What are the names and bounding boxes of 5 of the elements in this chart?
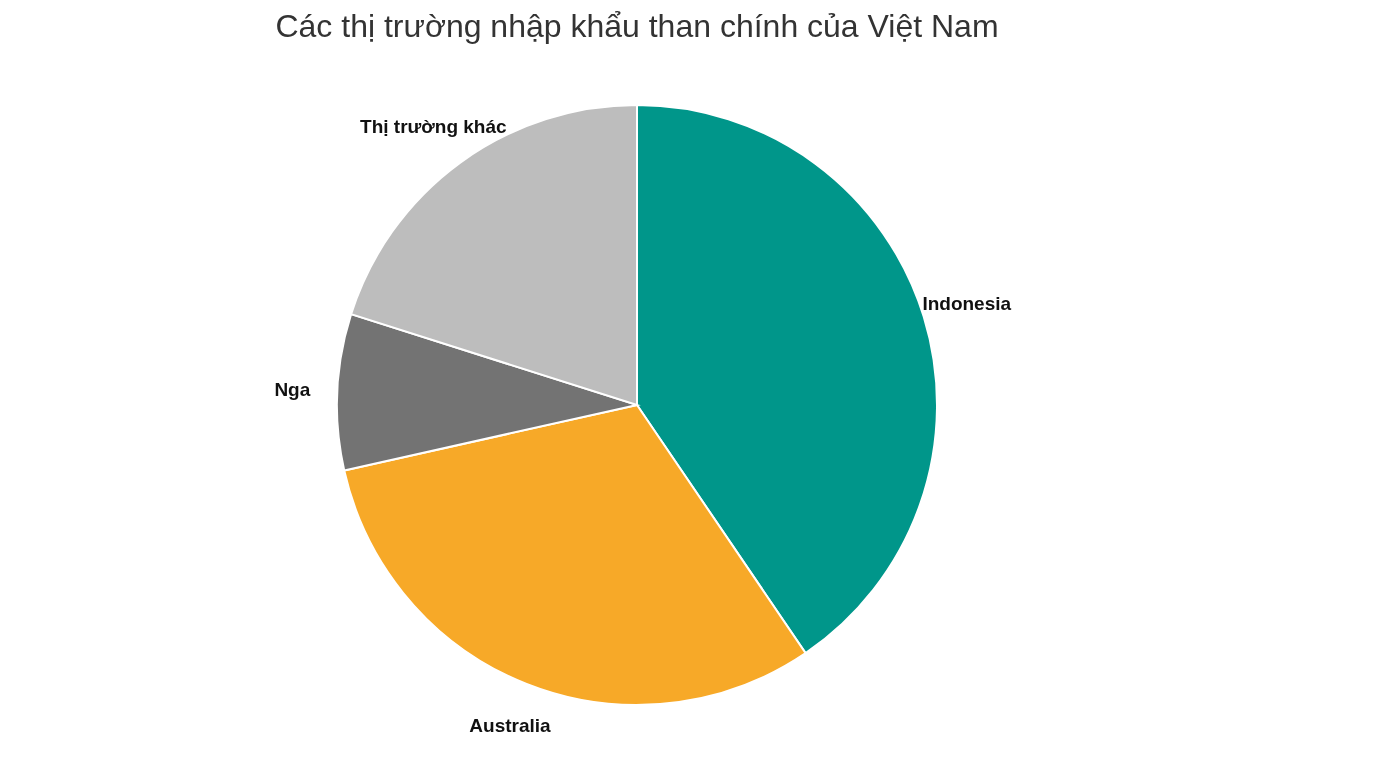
slice-label: Thị trường khác xyxy=(360,115,508,137)
slice-label: Nga xyxy=(274,378,311,400)
slice-label: Australia xyxy=(469,714,552,736)
chart-title: Các thị trường nhập khẩu than chính của Việt Nam xyxy=(275,8,999,44)
slice-label: Indonesia xyxy=(922,292,1012,314)
